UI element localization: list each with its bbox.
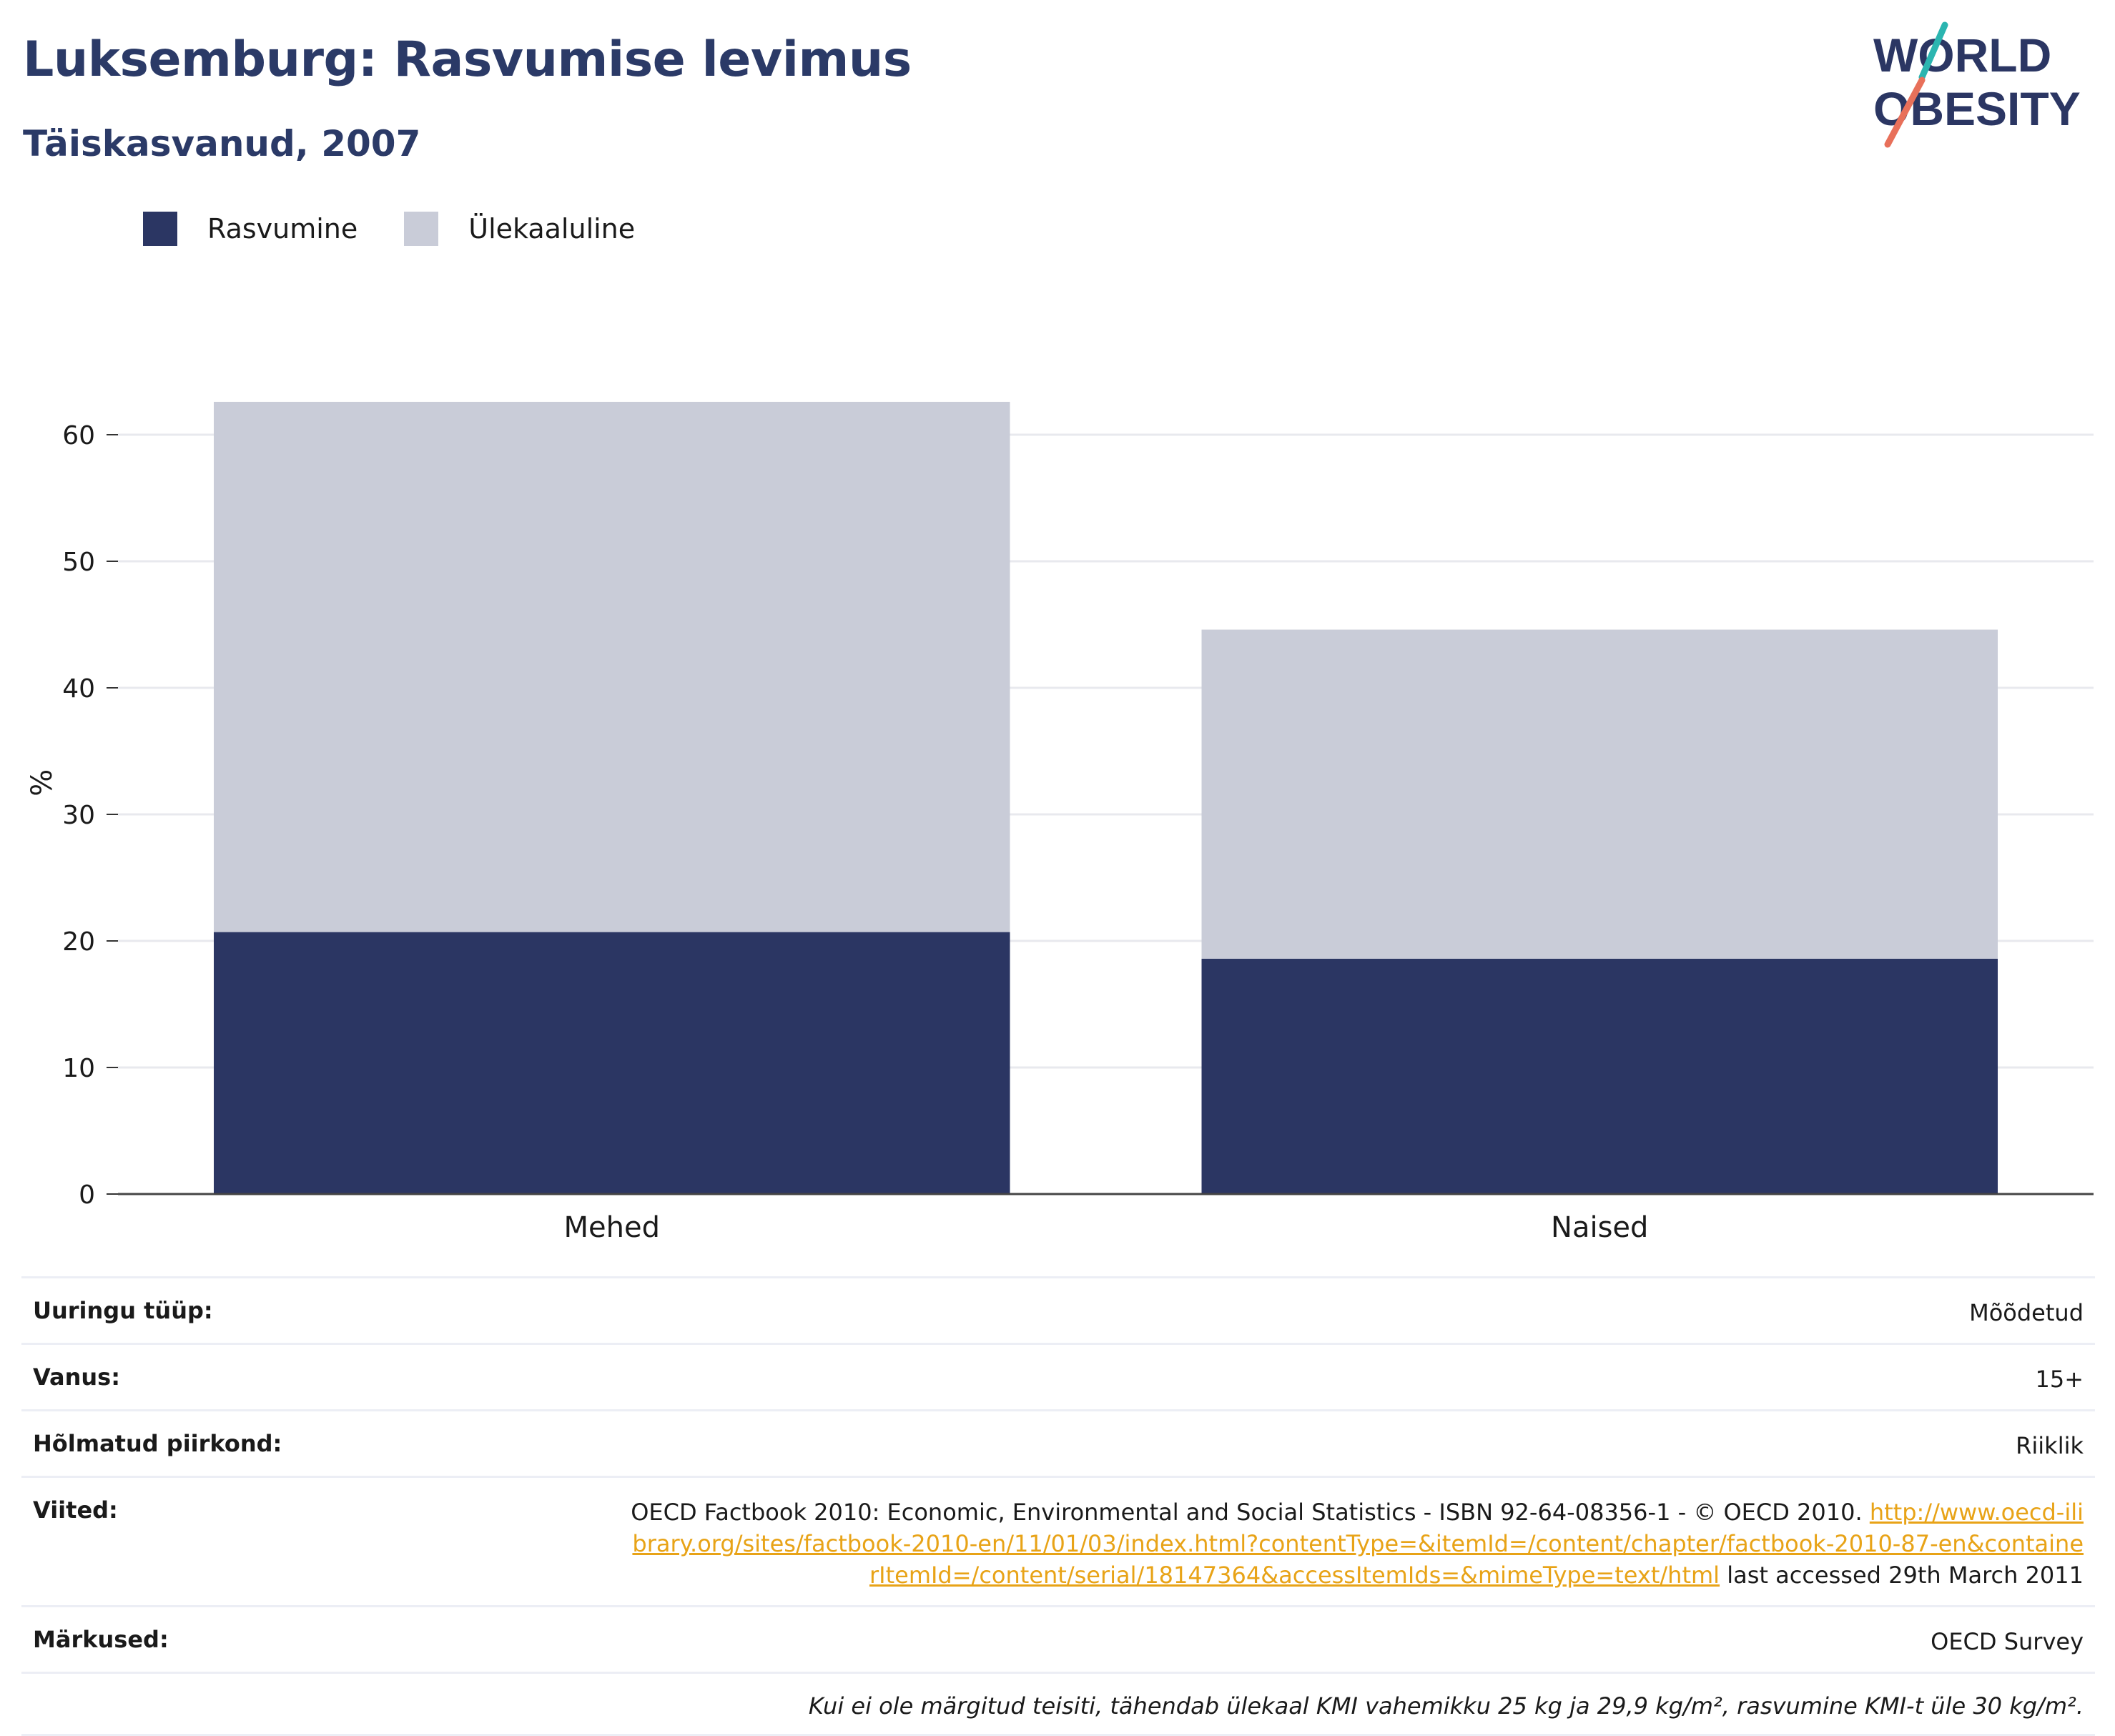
meta-row-references: Viited: OECD Factbook 2010: Economic, En…	[21, 1476, 2095, 1605]
metadata-table: Uuringu tüüp: Mõõdetud Vanus: 15+ Hõlmat…	[21, 1276, 2095, 1736]
y-axis-label: %	[26, 769, 59, 797]
meta-row-notes: Märkused: OECD Survey	[21, 1605, 2095, 1672]
chart-legend: Rasvumine Ülekaaluline	[143, 212, 678, 246]
references-text: OECD Factbook 2010: Economic, Environmen…	[631, 1499, 1870, 1526]
meta-value-area: Riiklik	[2016, 1432, 2084, 1459]
meta-label-area: Hõlmatud piirkond:	[33, 1430, 282, 1457]
meta-label-survey-type: Uuringu tüüp:	[33, 1297, 213, 1324]
meta-row-age: Vanus: 15+	[21, 1343, 2095, 1409]
meta-label-notes: Märkused:	[33, 1626, 169, 1653]
y-tick-label-20: 20	[62, 927, 95, 957]
meta-value-references: OECD Factbook 2010: Economic, Environmen…	[625, 1496, 2084, 1591]
meta-value-notes: OECD Survey	[1931, 1628, 2084, 1655]
legend-label-rasvumine: Rasvumine	[207, 213, 358, 245]
y-tick-label-10: 10	[62, 1054, 95, 1083]
bar-naised-ülekaaluline	[1201, 629, 1998, 959]
svg-text:WORLD: WORLD	[1873, 29, 2051, 82]
y-tick-label-0: 0	[79, 1180, 95, 1210]
y-tick-label-60: 60	[62, 421, 95, 450]
chart-subtitle: Täiskasvanud, 2007	[23, 123, 421, 164]
legend-item-ulekaaluline[interactable]: Ülekaaluline	[404, 212, 635, 246]
references-suffix: last accessed 29th March 2011	[1720, 1562, 2084, 1589]
references-link[interactable]: http://www.oecd-ilibrary.org/sites/factb…	[632, 1499, 2084, 1589]
world-obesity-logo: WORLD OBESITY	[1873, 21, 2081, 148]
x-tick-label-mehed: Mehed	[564, 1211, 660, 1244]
chart-title: Luksemburg: Rasvumise levimus	[23, 31, 912, 88]
bar-chart: 0 10 20 30 40 50 60% Mehed Naised	[26, 401, 2094, 1244]
x-tick-label-naised: Naised	[1551, 1211, 1648, 1244]
bar-mehed-ülekaaluline	[214, 401, 1010, 932]
meta-row-area: Hõlmatud piirkond: Riiklik	[21, 1409, 2095, 1476]
footnote: Kui ei ole märgitud teisiti, tähendab ül…	[21, 1672, 2095, 1736]
meta-label-age: Vanus:	[33, 1363, 121, 1391]
bar-naised-rasvumine	[1201, 958, 1998, 1194]
y-tick-label-30: 30	[62, 801, 95, 830]
meta-label-references: Viited:	[33, 1496, 118, 1524]
y-tick-label-40: 40	[62, 674, 95, 704]
legend-item-rasvumine[interactable]: Rasvumine	[143, 212, 358, 246]
meta-value-age: 15+	[2035, 1366, 2084, 1393]
meta-row-survey-type: Uuringu tüüp: Mõõdetud	[21, 1276, 2095, 1343]
legend-swatch-rasvumine	[143, 212, 177, 246]
legend-label-ulekaaluline: Ülekaaluline	[468, 213, 636, 245]
legend-swatch-ulekaaluline	[404, 212, 439, 246]
bar-mehed-rasvumine	[214, 932, 1010, 1194]
y-tick-label-50: 50	[62, 548, 95, 577]
meta-value-survey-type: Mõõdetud	[1969, 1299, 2084, 1326]
